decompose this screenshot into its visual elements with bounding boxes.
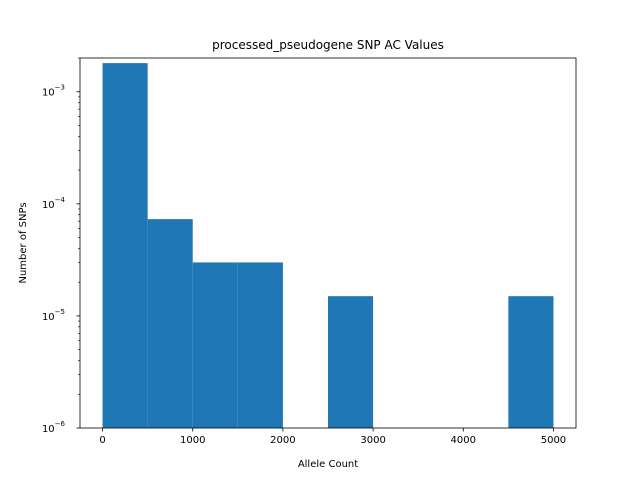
x-tick-label-0: 0	[99, 435, 105, 446]
y-tick-label-3: 10−3	[42, 84, 65, 99]
histogram-bar-5	[328, 296, 374, 428]
y-tick-label-1: 10−5	[42, 308, 65, 323]
y-tick-label-0: 10−6	[42, 420, 66, 435]
x-tick-label-5: 5000	[541, 435, 566, 446]
x-tick-label-2: 2000	[270, 435, 295, 446]
y-tick-label-2: 10−4	[42, 196, 66, 211]
plot-frame	[79, 57, 577, 429]
x-tick-label-1: 1000	[180, 435, 205, 446]
bars-group	[102, 63, 554, 428]
y-axis-label: Number of SNPs	[18, 202, 29, 283]
x-tick-label-3: 3000	[360, 435, 385, 446]
y-axis-ticks: 10−6 10−5 10−4 10−3	[42, 84, 80, 435]
chart-title: processed_pseudogene SNP AC Values	[212, 38, 444, 52]
histogram-bar-3	[237, 262, 283, 428]
histogram-bar-2	[192, 262, 238, 428]
histogram-bar-9	[508, 296, 554, 428]
histogram-bar-1	[147, 219, 193, 428]
x-tick-label-4: 4000	[451, 435, 476, 446]
x-axis-ticks: 0 1000 2000 3000 4000 5000	[99, 428, 566, 446]
x-axis-label: Allele Count	[298, 459, 358, 470]
histogram-bar-0	[102, 63, 148, 428]
